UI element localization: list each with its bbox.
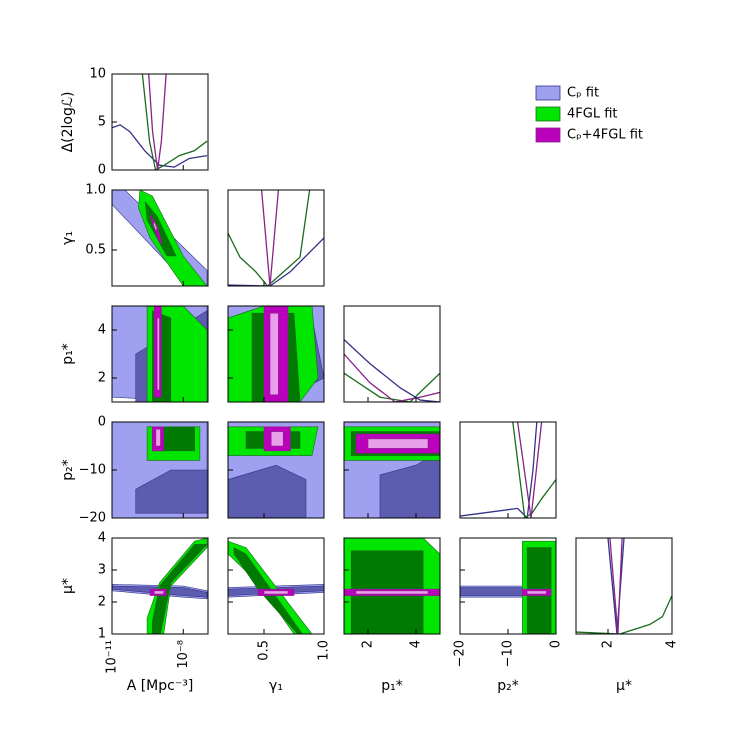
contour-inner [144,201,177,257]
x-tick-label: 10⁻¹¹ [105,640,120,674]
profile-line [260,190,280,286]
panel [228,540,324,634]
x-tick-label: 0.5 [257,640,272,661]
panel [112,190,208,286]
axes-frame [459,421,557,519]
panel [112,422,208,518]
y-axis-label: μ* [60,578,76,594]
profile-line [609,538,623,634]
profile-line [460,422,538,518]
y-tick-label: 10 [89,67,106,82]
profile-line [607,538,625,634]
y-tick-label: 0.5 [85,243,106,258]
axes-frame [227,537,325,635]
contour-inner [153,590,164,595]
contour-inner [263,590,289,595]
y-tick-label: −10 [79,463,106,478]
axes-frame [227,305,325,403]
contour-inner [135,469,208,514]
profile-line [344,339,440,402]
axes-frame [343,305,441,403]
x-tick-label: 2 [601,640,616,648]
panel [460,422,556,518]
panel [112,74,208,170]
x-axis-label: p₁* [381,678,403,694]
y-tick-label: 4 [98,323,106,338]
legend-label: Cₚ fit [567,86,599,101]
x-axis-label: p₂* [497,678,519,694]
y-tick-label: 2 [98,595,106,610]
x-tick-label: −20 [453,640,468,667]
y-axis-label: p₁* [60,343,76,365]
profile-line [516,422,543,518]
profile-line [228,190,311,286]
x-axis-label: A [Mpc⁻³] [127,678,194,694]
y-axis-label: Δ(2logℒ) [60,92,76,153]
panel [228,190,324,286]
contour-inner [153,220,158,232]
axes-frame [343,537,441,635]
contour-inner [355,590,429,595]
panel [576,538,672,634]
contour-inner [228,464,307,518]
x-tick-label: 4 [409,640,424,648]
x-axis-label: μ* [616,678,632,694]
axes-frame [111,537,209,635]
profile-line [148,74,167,170]
panel [112,538,208,634]
y-tick-label: 1.0 [85,183,106,198]
contour-inner [526,590,547,595]
x-tick-label: 10⁻⁸ [176,640,191,669]
y-tick-label: 0 [98,415,106,430]
contour-inner [270,431,284,447]
legend-swatch [535,85,561,101]
panel [344,422,440,518]
y-tick-label: 1 [98,627,106,642]
x-tick-label: 2 [361,640,376,648]
profile-line [576,595,672,634]
x-axis-label: γ₁ [269,678,283,694]
legend-label: 4FGL fit [567,107,617,122]
axes-frame [575,537,673,635]
axes-frame [227,189,325,287]
contour-inner [269,312,279,396]
y-tick-label: 0 [98,163,106,178]
y-tick-label: 3 [98,563,106,578]
y-tick-label: 2 [98,371,106,386]
x-tick-label: 4 [665,640,680,648]
contour-inner [367,438,429,449]
contour-outer [138,190,208,286]
y-tick-label: 5 [98,115,106,130]
legend-swatch [535,127,561,143]
y-axis-label: γ₁ [60,231,76,245]
x-tick-label: 0 [549,640,564,648]
contour-inner [155,428,161,447]
panel [228,422,324,518]
y-tick-label: −20 [79,511,106,526]
y-axis-label: p₂* [60,459,76,481]
profile-line [344,372,440,402]
panel [344,538,440,634]
x-tick-label: 1.0 [317,640,332,661]
profile-line [344,353,440,402]
y-tick-label: 4 [98,531,106,546]
profile-line [112,124,208,168]
legend-swatch [535,106,561,122]
axes-frame [111,189,209,287]
x-tick-label: −10 [501,640,516,667]
panel [228,306,324,402]
panel [344,339,440,402]
panel [460,540,556,634]
panel [112,306,208,402]
contour-inner [156,317,160,391]
axes-frame [111,305,209,403]
profile-line [141,74,208,170]
legend-label: Cₚ+4FGL fit [567,128,643,143]
